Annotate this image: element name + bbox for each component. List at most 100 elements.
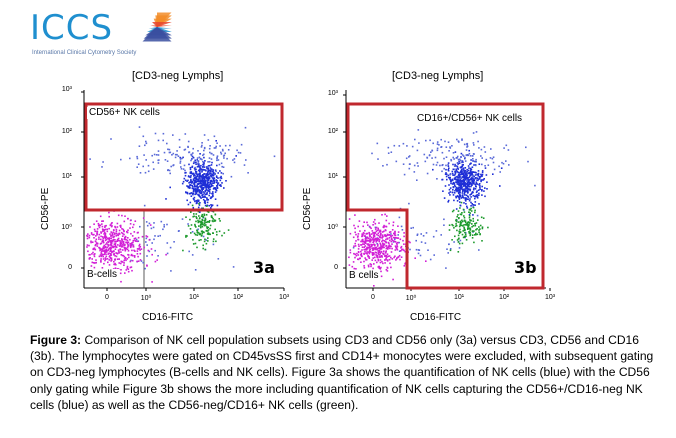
nk-cell-event (438, 144, 440, 146)
nk-cell-event (445, 172, 447, 174)
nk-cell-event (452, 152, 455, 154)
b-cell-event (122, 228, 125, 231)
nk-cell-event (426, 172, 429, 175)
b-cell-event (124, 248, 126, 250)
nk-cell-event (204, 193, 206, 196)
b-cell-event (137, 260, 140, 262)
nk-cell-event (527, 160, 529, 163)
nk-cell-event (164, 159, 167, 161)
b-cell-event (118, 258, 120, 260)
b-cell-event (103, 230, 106, 232)
nk-cell-event (508, 164, 510, 166)
nk-cell-event (194, 191, 197, 193)
b-cell-event (383, 243, 386, 246)
nk-cell-event (195, 173, 198, 175)
b-cell-event (127, 217, 129, 220)
nk-cell-event (204, 196, 206, 198)
cd16-event (207, 211, 210, 213)
scatter-area (81, 90, 285, 291)
nk-cell-event (440, 234, 442, 236)
x-tick-label: 0 (371, 294, 375, 301)
nk-cell-event (485, 174, 488, 176)
nk-cell-event (453, 177, 456, 180)
nk-cell-event (210, 185, 212, 188)
b-cell-event (98, 226, 101, 229)
nk-cell-event (451, 179, 453, 182)
nk-cell-event (215, 179, 218, 181)
b-cell-event (140, 248, 143, 250)
b-cell-event (101, 248, 104, 251)
nk-cell-event (206, 201, 209, 204)
nk-cell-event (411, 145, 414, 148)
cd16-event (468, 215, 471, 217)
b-cell-event (364, 248, 367, 250)
y-tick-label: 10¹ (61, 173, 72, 180)
b-cell-event (139, 252, 142, 255)
nk-cell-event (187, 186, 190, 189)
nk-cell-event (463, 190, 466, 192)
cd16-event (454, 225, 457, 228)
b-cell-event (372, 241, 375, 244)
nk-cell-event (445, 146, 448, 148)
nk-cell-event (180, 168, 183, 170)
nk-cell-event (166, 142, 168, 145)
nk-cell-event (174, 156, 177, 159)
nk-cell-event (190, 178, 192, 181)
b-cell-event (384, 262, 386, 264)
b-cell-event (105, 248, 108, 251)
nk-cell-event (485, 158, 488, 161)
nk-cell-event (162, 132, 165, 135)
nk-cell-event (471, 203, 473, 205)
nk-cell-event (207, 177, 209, 179)
nk-cell-event (187, 146, 189, 148)
nk-cell-event (209, 145, 211, 147)
nk-cell-event (192, 192, 195, 195)
nk-cell-event (457, 175, 460, 177)
b-cell-event (141, 235, 144, 238)
nk-cell-event (474, 204, 476, 206)
b-cell-event (121, 228, 123, 230)
b-cell-event (134, 239, 136, 242)
b-cell-event (90, 241, 92, 244)
nk-cell-event (169, 246, 172, 249)
b-cell-event (121, 246, 123, 248)
nk-cell-event (454, 170, 457, 173)
b-cell-event (359, 230, 361, 232)
nk-cell-event (417, 252, 420, 255)
cd16-event (208, 220, 211, 222)
cd16-event (204, 218, 207, 221)
nk-cell-event (470, 193, 472, 195)
nk-cell-event (212, 170, 214, 173)
nk-cell-event (200, 179, 203, 182)
b-cell-event (394, 241, 397, 243)
b-cell-event (98, 255, 101, 258)
nk-cell-event (452, 174, 454, 176)
nk-cell-event (460, 197, 463, 199)
nk-cell-event (480, 155, 482, 157)
cd16-event (221, 234, 223, 237)
nk-cell-event (447, 163, 449, 166)
cd16-event (227, 229, 230, 231)
x-axis-title: CD16-FITC (410, 312, 462, 323)
x-tick-label: 10² (498, 294, 510, 301)
nk-cell-event (206, 183, 208, 186)
nk-cell-event (455, 181, 457, 183)
nk-cell-event (461, 183, 463, 185)
cd16-event (203, 222, 206, 225)
nk-cell-event (463, 177, 465, 179)
nk-cell-event (210, 183, 213, 185)
nk-cell-event (191, 184, 194, 187)
b-cell-event (354, 227, 356, 230)
nk-cell-event (474, 171, 476, 174)
nk-cell-event (210, 207, 212, 209)
nk-cell-event (470, 196, 472, 198)
b-cell-event (378, 231, 381, 233)
b-cell-event (366, 236, 369, 238)
b-cell-event (395, 259, 397, 261)
b-cell-event (138, 245, 140, 247)
b-cell-event (96, 230, 98, 233)
nk-cell-event (461, 186, 463, 188)
b-cell-event (91, 261, 94, 264)
nk-cell-event (450, 158, 452, 161)
nk-cell-event (466, 177, 468, 179)
